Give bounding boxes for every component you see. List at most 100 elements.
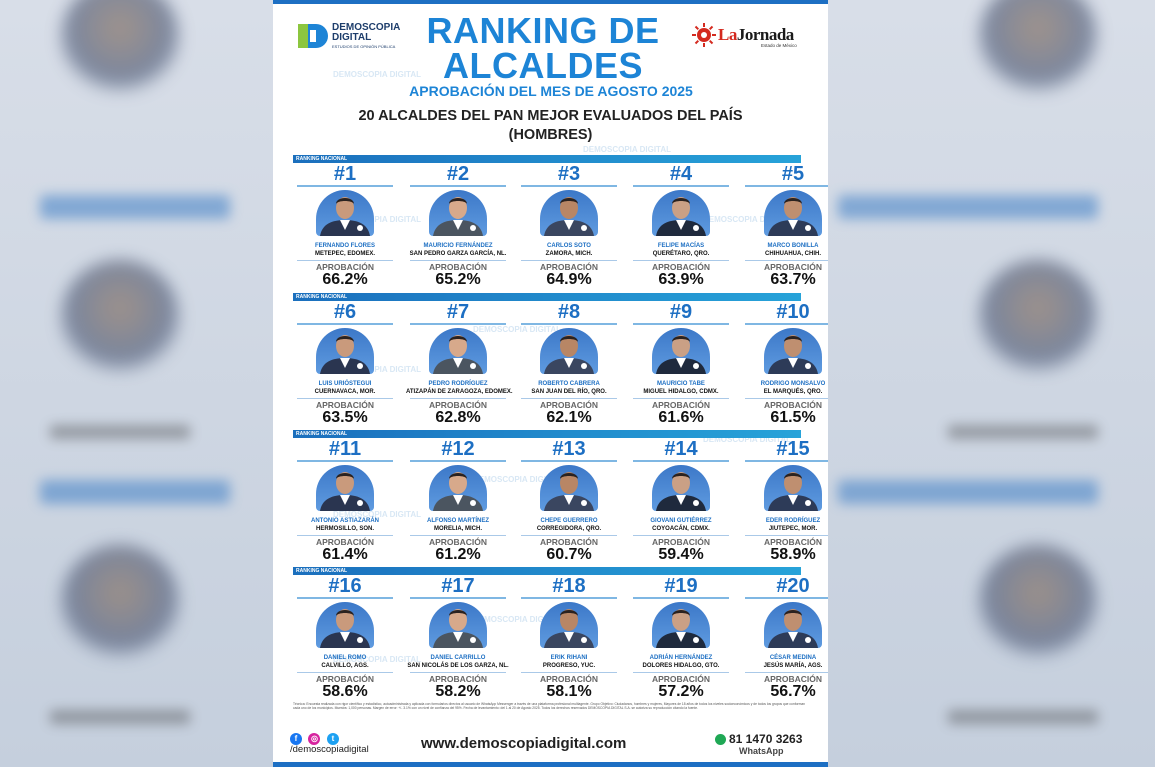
rank-number: #16	[328, 575, 362, 597]
approval-label: APROBACIÓN	[315, 262, 375, 272]
mayor-name: DANIEL CARRILLO	[430, 655, 486, 661]
rank-number: #19	[664, 575, 698, 597]
methodology-fineprint: Técnica: Encuesta realizada con rigor ci…	[293, 702, 805, 711]
watermark: DEMOSCOPIA DIGITAL	[473, 615, 561, 624]
approval-label: APROBACIÓN	[651, 674, 711, 684]
approval-value: 63.5%	[322, 409, 368, 426]
la-jornada-name: LaJornada	[718, 25, 794, 44]
rank-number: #2	[446, 163, 470, 185]
card-divider	[297, 260, 393, 261]
mayor-name: CARLOS SOTO	[547, 243, 591, 249]
mayor-photo	[540, 328, 598, 374]
approval-label: APROBACIÓN	[539, 400, 599, 410]
rank-divider	[745, 597, 828, 599]
section-heading: 20 ALCALDES DEL PAN MEJOR EVALUADOS DEL …	[358, 108, 743, 124]
approval-value: 59.4%	[658, 546, 704, 563]
mayor-photo	[764, 190, 822, 236]
whatsapp-contact[interactable]: 81 1470 3263 WhatsApp	[715, 732, 805, 756]
mayor-name: MAURICIO FERNÁNDEZ	[423, 243, 493, 249]
card-divider	[410, 672, 506, 673]
approval-label: APROBACIÓN	[428, 674, 488, 684]
rank-divider	[297, 323, 393, 325]
mayor-photo	[316, 328, 374, 374]
watermark: DEMOSCOPIA DIGITAL	[333, 655, 421, 664]
approval-label: APROBACIÓN	[428, 262, 488, 272]
mayor-photo	[764, 328, 822, 374]
card-divider	[745, 672, 828, 673]
rank-divider	[521, 597, 617, 599]
rank-divider	[521, 460, 617, 462]
rank-divider	[633, 597, 729, 599]
facebook-icon[interactable]: f	[290, 732, 302, 745]
rank-divider	[521, 185, 617, 187]
card-divider	[410, 535, 506, 536]
mayor-municipality: ATIZAPÁN DE ZARAGOZA, EDOMEX.	[406, 389, 513, 395]
mayor-photo	[764, 465, 822, 511]
rank-number: #9	[669, 301, 693, 323]
watermark: DEMOSCOPIA DIGITAL	[333, 510, 421, 519]
ranking-card: #2 MAURICIO FERNÁNDEZ SAN PEDRO GARZA GARC…	[406, 163, 510, 293]
mayor-municipality: COYOACÁN, CDMX.	[652, 526, 710, 532]
approval-value: 62.1%	[546, 409, 592, 426]
mayor-name: PEDRO RODRÍGUEZ	[428, 381, 488, 387]
mayor-municipality: CALVILLO, AGS.	[321, 663, 369, 669]
ranking-card: #3 CARLOS SOTO ZAMORA, MICH. APROBACIÓN 64.9…	[517, 163, 621, 293]
ranking-card: #15 EDER RODRÍGUEZ JIUTEPEC, MOR. APROBACIÓ…	[741, 438, 828, 568]
social-handle[interactable]: /demoscopiadigital	[290, 744, 369, 755]
mayor-photo	[540, 602, 598, 648]
mayor-photo	[429, 190, 487, 236]
approval-label: APROBACIÓN	[315, 537, 375, 547]
demoscopia-tagline: ESTUDIOS DE OPINIÓN PÚBLICA	[332, 44, 396, 49]
approval-label: APROBACIÓN	[763, 400, 823, 410]
mayor-name: GIOVANI GUTIÉRREZ	[650, 518, 712, 524]
website-link[interactable]: www.demoscopiadigital.com	[421, 735, 627, 752]
la-jornada-subtitle: Estado de México	[761, 43, 797, 48]
rank-number: #14	[664, 438, 698, 460]
card-divider	[633, 535, 729, 536]
background-blur-right	[828, 0, 1155, 767]
twitter-icon[interactable]: t	[326, 732, 339, 745]
approval-value: 61.6%	[658, 409, 704, 426]
mayor-municipality: CHIHUAHUA, CHIH.	[765, 251, 821, 257]
mayor-name: FERNANDO FLORES	[315, 243, 375, 249]
whatsapp-label: WhatsApp	[739, 746, 784, 756]
watermark: DEMOSCOPIA DIGITAL	[473, 325, 561, 334]
card-divider	[410, 260, 506, 261]
mayor-name: RODRIGO MONSALVO	[760, 381, 826, 387]
la-jornada-logo: LaJornada Estado de México	[691, 22, 803, 50]
ranking-card: #20 CÉSAR MEDINA JESÚS MARÍA, AGS. APROBACI…	[741, 575, 828, 705]
approval-label: APROBACIÓN	[651, 400, 711, 410]
card-divider	[745, 535, 828, 536]
ranking-card: #12 ALFONSO MARTÍNEZ MORELIA, MICH. APROBAC…	[406, 438, 510, 568]
ranking-card: #14 GIOVANI GUTIÉRREZ COYOACÁN, CDMX. APROB…	[629, 438, 733, 568]
mayor-municipality: ZAMORA, MICH.	[545, 251, 593, 257]
approval-label: APROBACIÓN	[651, 262, 711, 272]
mayor-municipality: CORREGIDORA, QRO.	[536, 526, 602, 532]
ranking-section-bar: RANKING NACIONAL	[293, 293, 801, 301]
mayor-name: CHEPE GUERRERO	[540, 518, 598, 524]
ranking-card: #13 CHEPE GUERRERO CORREGIDORA, QRO. APROBA…	[517, 438, 621, 568]
rank-divider	[745, 185, 828, 187]
card-divider	[521, 672, 617, 673]
mayor-photo	[316, 465, 374, 511]
watermark: DEMOSCOPIA DIGITAL	[703, 435, 791, 444]
social-icons: f ◎ t	[290, 730, 341, 748]
rank-number: #20	[776, 575, 810, 597]
mayor-name: FELIPE MACÍAS	[657, 243, 705, 249]
ranking-card: #16 DANIEL ROMO CALVILLO, AGS. APROBACIÓN 58…	[293, 575, 397, 705]
ranking-card: #6 LUIS URIÓSTEGUI CUERNAVACA, MOR. APROBAC…	[293, 301, 397, 431]
mayor-municipality: EL MARQUÉS, QRO.	[763, 389, 823, 395]
mayor-photo	[652, 465, 710, 511]
rank-number: #17	[441, 575, 475, 597]
mayor-municipality: METEPEC, EDOMEX.	[314, 251, 375, 257]
mayor-municipality: QUERÉTARO, QRO.	[652, 251, 710, 257]
mayor-name: CÉSAR MEDINA	[769, 655, 817, 661]
watermark: DEMOSCOPIA DIGITAL	[583, 145, 671, 154]
rank-number: #10	[776, 301, 810, 323]
instagram-icon[interactable]: ◎	[308, 732, 321, 745]
rank-number: #4	[669, 163, 693, 185]
mayor-photo	[429, 465, 487, 511]
whatsapp-number: 81 1470 3263	[729, 732, 803, 746]
ranking-poster: DEMOSCOPIA DIGITAL DEMOSCOPIA DIGITAL DE…	[273, 0, 828, 767]
ranking-section-bar: RANKING NACIONAL	[293, 430, 801, 438]
